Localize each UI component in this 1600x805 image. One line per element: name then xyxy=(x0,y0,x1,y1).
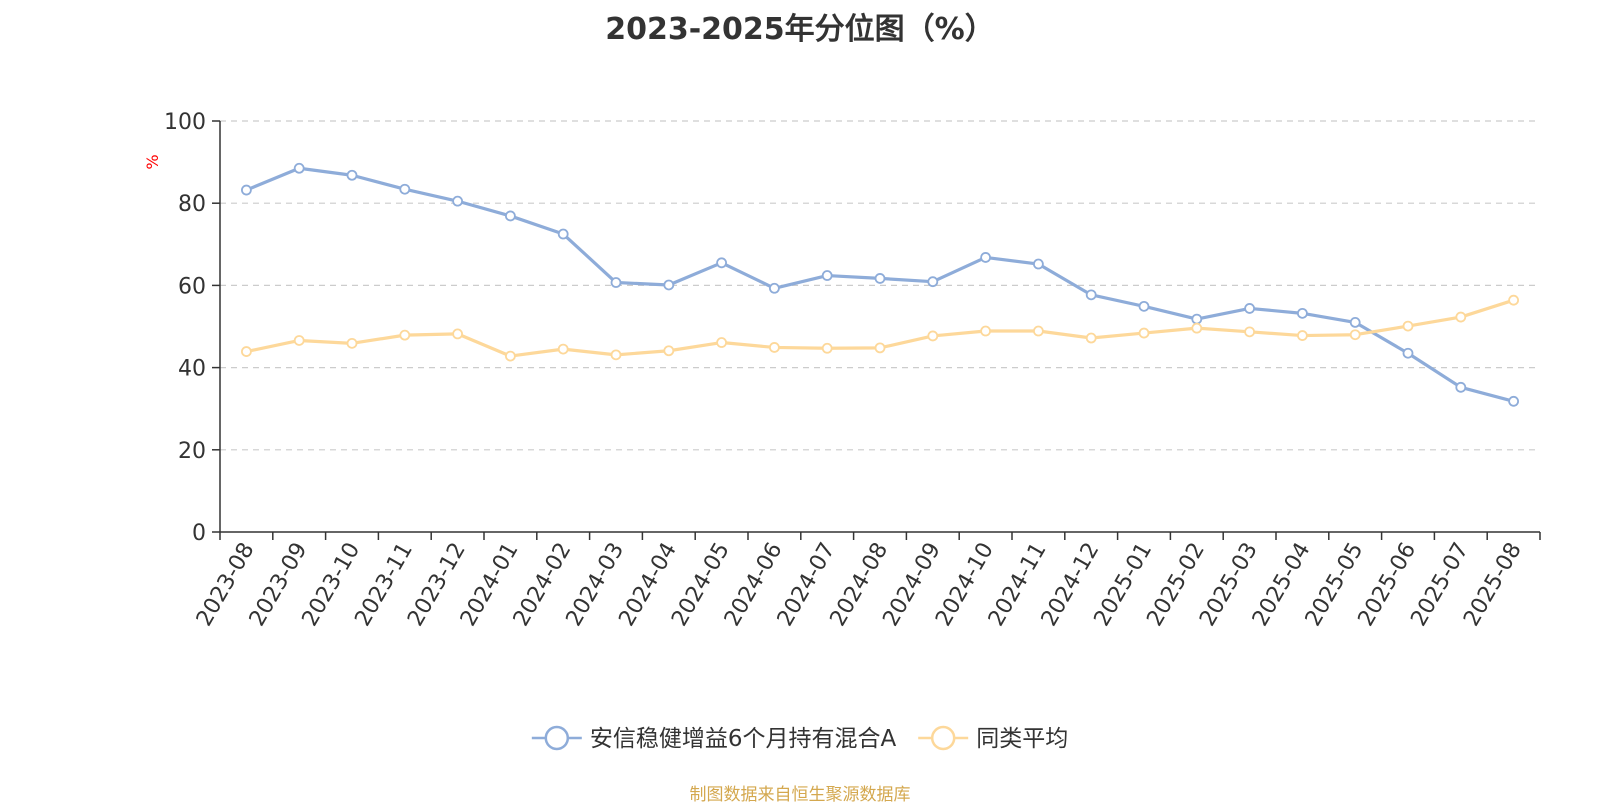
data-point-1 xyxy=(1033,325,1044,337)
y-tick-label: 60 xyxy=(178,274,206,299)
legend: 安信稳健增益6个月持有混合A 同类平均 xyxy=(531,725,1068,752)
data-point-0 xyxy=(1244,303,1255,314)
data-point-0 xyxy=(1033,258,1044,270)
data-point-0 xyxy=(663,279,675,291)
data-point-1 xyxy=(980,325,991,337)
data-point-1 xyxy=(346,337,358,349)
data-point-0 xyxy=(1191,313,1203,325)
data-point-1 xyxy=(663,345,675,357)
data-source-footer: 制图数据来自恒生聚源数据库 xyxy=(689,785,911,805)
data-point-0 xyxy=(1349,316,1361,328)
data-point-1 xyxy=(1244,326,1255,338)
series-layer xyxy=(240,162,1519,407)
data-point-1 xyxy=(821,342,833,354)
data-point-0 xyxy=(293,162,305,174)
legend-marker-0 xyxy=(544,725,570,751)
x-axis-ticks: 2023-082023-092023-102023-112023-122024-… xyxy=(192,532,1541,631)
axes xyxy=(219,121,1540,533)
data-point-0 xyxy=(1138,300,1150,312)
data-point-0 xyxy=(557,228,569,240)
data-point-0 xyxy=(399,183,411,195)
y-tick-label: 40 xyxy=(178,357,206,382)
chart-title: 2023-2025年分位图（%） xyxy=(605,12,995,47)
data-point-1 xyxy=(769,342,780,353)
data-point-1 xyxy=(240,346,252,357)
data-point-0 xyxy=(874,273,886,284)
data-point-1 xyxy=(452,328,464,340)
gridlines xyxy=(220,120,1540,451)
data-point-0 xyxy=(1508,395,1519,407)
data-point-1 xyxy=(399,329,411,341)
data-point-1 xyxy=(1349,329,1361,341)
legend-label-0: 安信稳健增益6个月持有混合A xyxy=(590,726,897,752)
data-point-1 xyxy=(927,330,939,342)
data-point-0 xyxy=(716,257,727,269)
y-axis-ticks: 0 20 40 60 80 100 xyxy=(164,110,220,546)
data-point-1 xyxy=(1508,294,1519,306)
data-point-1 xyxy=(293,335,305,346)
y-tick-label: 20 xyxy=(178,439,206,464)
data-point-0 xyxy=(1455,381,1467,393)
y-tick-label: 100 xyxy=(164,110,206,135)
data-point-0 xyxy=(346,169,358,181)
data-point-0 xyxy=(769,282,780,294)
data-point-1 xyxy=(874,342,886,354)
data-point-1 xyxy=(504,350,516,362)
y-axis-label: % xyxy=(143,154,162,169)
data-point-1 xyxy=(1297,330,1308,341)
data-point-0 xyxy=(927,276,939,288)
data-point-0 xyxy=(452,195,464,207)
data-point-0 xyxy=(821,270,833,281)
data-point-1 xyxy=(1402,320,1414,332)
data-point-0 xyxy=(1085,289,1097,301)
y-tick-label: 0 xyxy=(192,521,206,546)
data-point-0 xyxy=(240,184,252,196)
data-point-1 xyxy=(557,343,569,355)
data-point-1 xyxy=(610,349,622,361)
data-point-0 xyxy=(1297,307,1308,319)
data-point-1 xyxy=(1191,322,1203,334)
line-chart: 2023-082023-092023-102023-112023-122024-… xyxy=(143,110,1541,752)
data-point-1 xyxy=(716,337,727,348)
data-point-1 xyxy=(1455,311,1467,323)
data-point-0 xyxy=(980,252,991,263)
data-point-1 xyxy=(1138,327,1150,339)
data-point-0 xyxy=(1402,347,1414,359)
legend-label-1: 同类平均 xyxy=(976,726,1068,752)
y-tick-label: 80 xyxy=(178,192,206,217)
data-point-1 xyxy=(1085,332,1097,344)
data-point-0 xyxy=(610,277,622,288)
legend-marker-1 xyxy=(930,725,956,751)
data-point-0 xyxy=(504,210,516,222)
